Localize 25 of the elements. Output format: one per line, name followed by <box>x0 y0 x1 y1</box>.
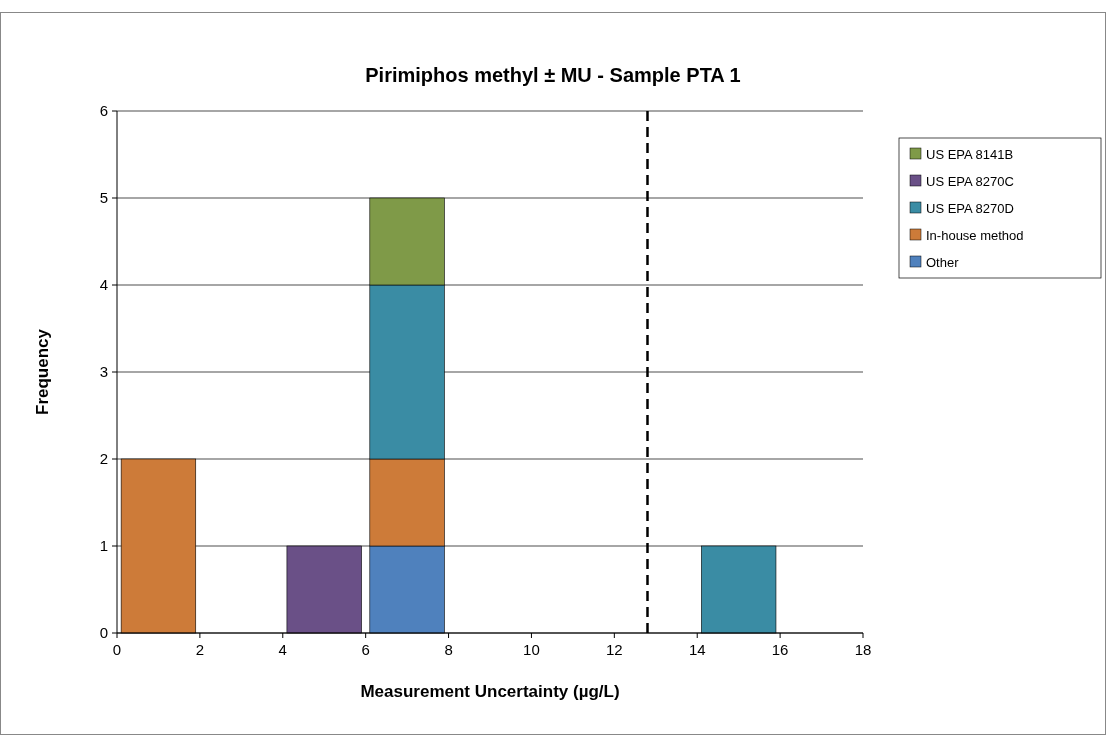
x-tick-label: 18 <box>854 641 872 658</box>
x-tick-label: 4 <box>278 641 287 658</box>
y-tick-label: 4 <box>99 276 108 294</box>
chart-title: Pirimiphos methyl ± MU - Sample PTA 1 <box>365 64 741 86</box>
y-tick-label: 5 <box>99 189 108 207</box>
legend-label: US EPA 8141B <box>926 146 1014 162</box>
x-tick-label: 16 <box>771 641 789 658</box>
y-tick-label: 6 <box>99 102 108 120</box>
legend-label: Other <box>926 254 960 270</box>
y-tick-label: 0 <box>99 624 108 642</box>
legend-label: In-house method <box>926 227 1024 243</box>
y-tick-label: 3 <box>99 363 108 381</box>
x-tick-label: 6 <box>361 641 370 658</box>
y-tick-label: 2 <box>99 450 108 468</box>
x-tick-label: 0 <box>112 641 122 658</box>
x-tick-label: 2 <box>195 641 205 658</box>
y-axis-title: Frequency <box>33 328 52 415</box>
x-axis-title: Measurement Uncertainty (µg/L) <box>360 682 620 701</box>
x-tick-label: 12 <box>605 641 623 658</box>
legend-label: US EPA 8270C <box>926 173 1014 189</box>
x-tick-label: 10 <box>523 641 540 658</box>
x-tick-label: 8 <box>444 641 453 658</box>
x-tick-label: 14 <box>688 641 706 658</box>
legend-label: US EPA 8270D <box>926 200 1014 216</box>
y-tick-label: 1 <box>99 537 108 555</box>
